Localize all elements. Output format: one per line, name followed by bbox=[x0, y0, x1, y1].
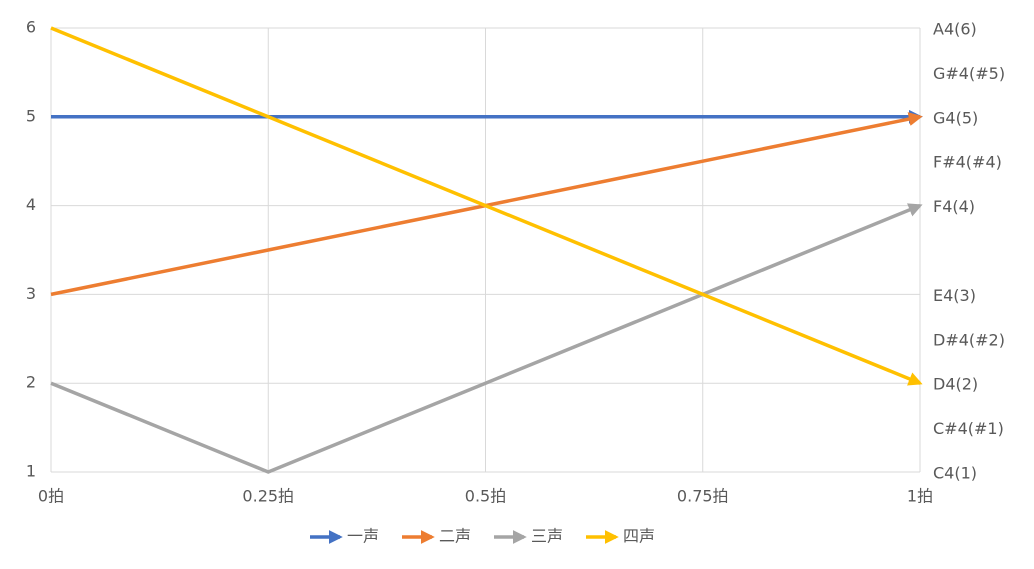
y-tick-label: 1 bbox=[26, 462, 36, 481]
series-line bbox=[50, 26, 923, 386]
legend-label: 三声 bbox=[531, 527, 563, 546]
x-tick-label: 0.5拍 bbox=[465, 487, 506, 506]
y2-tick-label: E4(3) bbox=[933, 286, 976, 305]
y2-tick-label: D#4(#2) bbox=[933, 330, 1005, 349]
y2-tick-label: C#4(#1) bbox=[933, 419, 1004, 438]
y2-tick-label: G#4(#5) bbox=[933, 64, 1005, 83]
y-tick-label: 2 bbox=[26, 373, 36, 392]
x-tick-label: 0.25拍 bbox=[242, 487, 294, 506]
y-tick-label: 6 bbox=[26, 18, 36, 37]
y2-tick-label: G4(5) bbox=[933, 108, 978, 127]
y2-tick-label: D4(2) bbox=[933, 375, 978, 394]
y-tick-label: 3 bbox=[26, 284, 36, 303]
y-tick-label: 5 bbox=[26, 106, 36, 125]
y2-tick-label: F4(4) bbox=[933, 197, 975, 216]
legend-label: 二声 bbox=[439, 527, 471, 546]
y2-tick-label: A4(6) bbox=[933, 20, 977, 39]
x-tick-label: 0.75拍 bbox=[677, 487, 729, 506]
y2-tick-label: C4(1) bbox=[933, 464, 977, 483]
legend-label: 一声 bbox=[347, 527, 379, 546]
legend-label: 四声 bbox=[623, 527, 655, 546]
x-tick-label: 0拍 bbox=[38, 487, 64, 506]
y-tick-label: 4 bbox=[26, 195, 36, 214]
series-line bbox=[50, 203, 923, 474]
y2-tick-label: F#4(#4) bbox=[933, 153, 1002, 172]
x-tick-label: 1拍 bbox=[907, 487, 933, 506]
